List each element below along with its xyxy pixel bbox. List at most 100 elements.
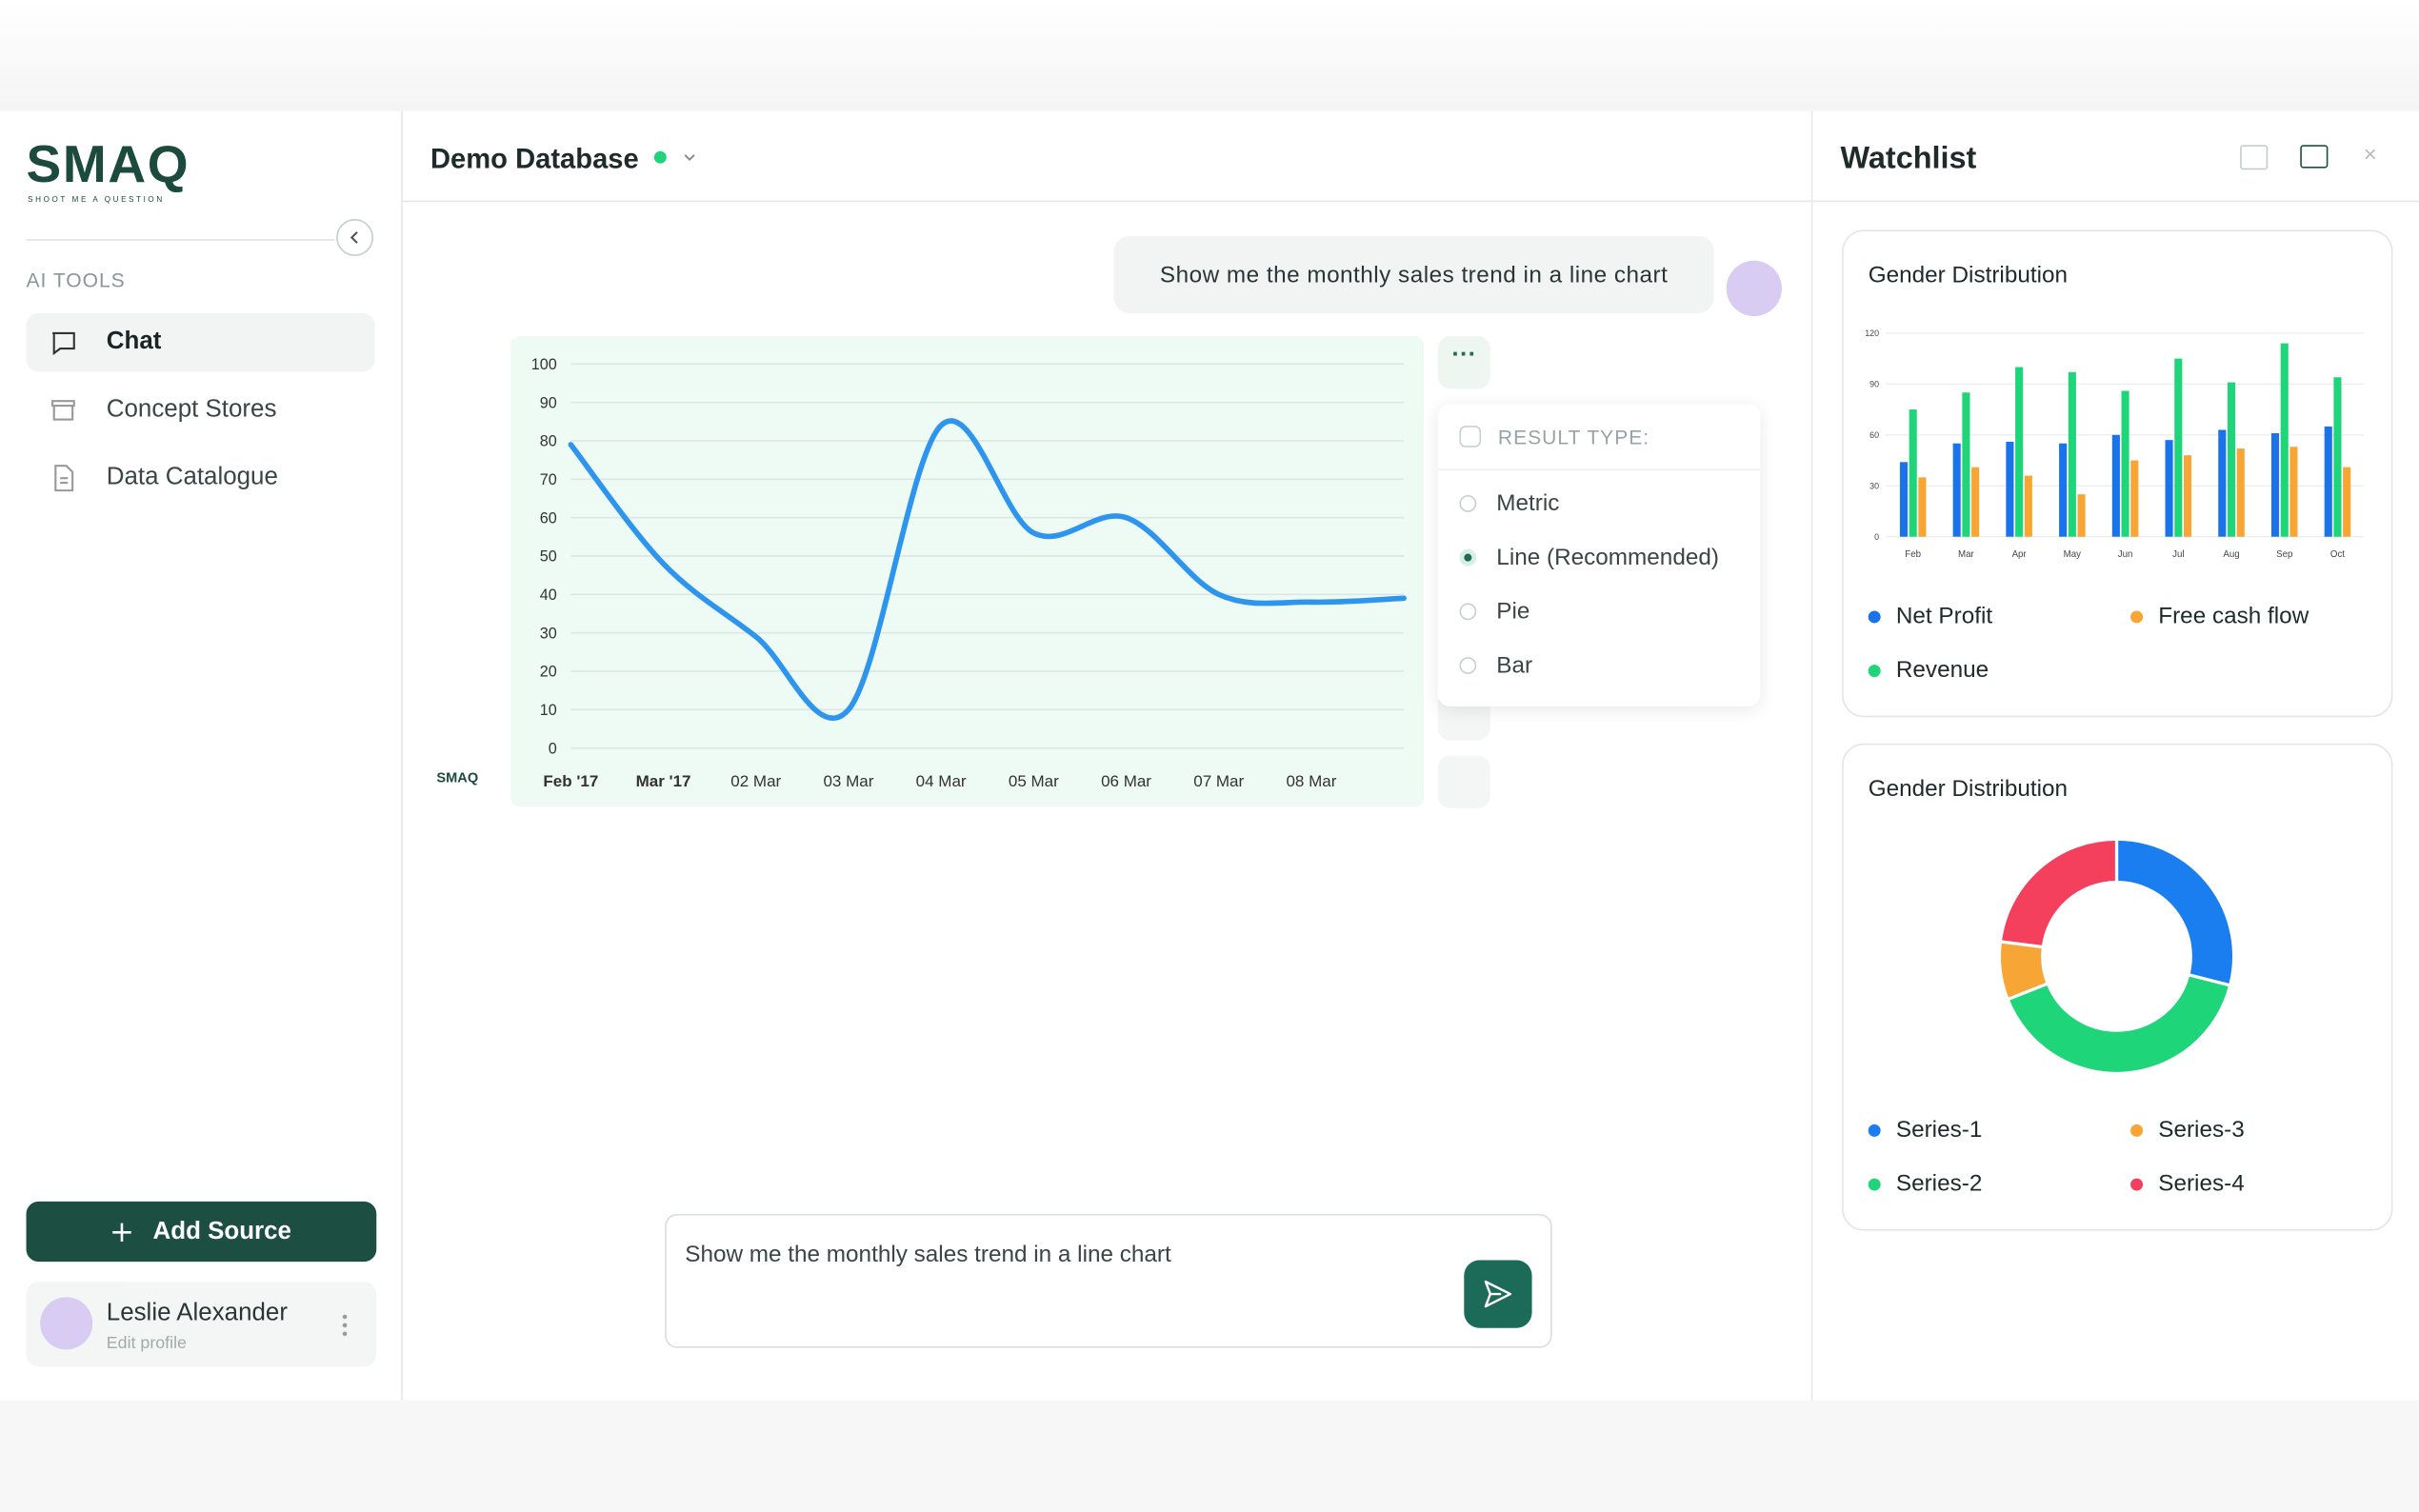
y-tick-label: 90 [540, 394, 557, 411]
donut-slice [1998, 837, 2119, 949]
donut-slice [2114, 837, 2236, 987]
menu-dots[interactable] [342, 1312, 348, 1338]
y-tick-label: 120 [1865, 328, 1879, 338]
bar [2015, 367, 2024, 537]
result-option[interactable]: Bar [1459, 652, 1532, 679]
save-button[interactable] [1437, 755, 1490, 808]
x-tick-label: Aug [2223, 549, 2239, 560]
bot-label: SMAQ [436, 769, 479, 786]
watchlist-title: Watchlist [1840, 142, 1977, 176]
bar [2236, 448, 2245, 537]
button-label: Add Source [152, 1217, 291, 1244]
menu-title: RESULT TYPE: [1497, 426, 1650, 449]
bar-chart: 0 30 60 90 120 Feb Mar Apr May Jun Jul Aug Sep Oct [1865, 328, 2364, 560]
x-tick-label: 06 Mar [1101, 772, 1151, 790]
legend-item: Net Profit [1868, 589, 2130, 644]
bar [2183, 455, 2192, 537]
bar [1971, 467, 1980, 537]
expand-button[interactable] [2240, 145, 2269, 170]
icon-shape [52, 331, 75, 356]
collapse-button[interactable] [336, 219, 374, 256]
nav-item[interactable]: Concept Stores [27, 381, 375, 440]
bar [1918, 477, 1927, 537]
legend-swatch [2130, 1177, 2144, 1190]
user-avatar [1726, 260, 1782, 317]
legend-item: Revenue [1868, 643, 2130, 697]
bar [2068, 371, 2076, 537]
pip-button[interactable] [2300, 145, 2329, 169]
result-menu: RESULT TYPE: Metric Line (Recommended) Pie… [1437, 404, 1761, 706]
legend-label: Series-3 [2158, 1116, 2245, 1144]
user-card[interactable]: Leslie Alexander Edit profile [26, 1282, 377, 1367]
legend: Series-1 Series-2 Series-3 Series-4 [1868, 1103, 2393, 1211]
bar [2218, 429, 2227, 537]
bar [2174, 358, 2183, 537]
legend: Net Profit Revenue Free cash flow [1868, 589, 2393, 697]
watch-card: Gender Distribution Series-1 Series-2 Seri… [1842, 743, 2393, 1231]
nav-label: Chat [106, 328, 162, 355]
x-tick-label: Feb '17 [543, 772, 598, 790]
more-button[interactable]: ··· [1437, 336, 1490, 389]
nav-icon [52, 331, 75, 356]
bar [2333, 377, 2342, 537]
logo: SMAQ [26, 135, 190, 195]
y-tick-label: 30 [540, 625, 557, 642]
option-label: Metric [1496, 490, 1560, 517]
card-title: Gender Distribution [1868, 775, 2069, 803]
radio [1459, 603, 1477, 621]
y-tick-label: 40 [540, 587, 557, 604]
watchlist-panel: Watchlist × Gender Distribution Net Prof… [1812, 111, 2419, 1401]
nav-icon [54, 465, 74, 492]
bar [2324, 426, 2332, 537]
radio [1459, 494, 1477, 512]
bar [2343, 467, 2351, 537]
legend-swatch [1868, 664, 1881, 677]
result-option[interactable]: Metric [1459, 490, 1559, 517]
bar [2077, 494, 2086, 537]
divider [1812, 200, 2419, 203]
x-tick-label: Apr [2012, 549, 2028, 560]
dropdown-icon[interactable] [682, 149, 697, 165]
bar [2121, 390, 2129, 537]
user-name: Leslie Alexander [106, 1300, 288, 1327]
menu-icon [1459, 426, 1482, 448]
x-tick-label: 05 Mar [1009, 772, 1059, 790]
x-tick-label: 07 Mar [1193, 772, 1244, 790]
icon-shape [54, 465, 74, 492]
result-option[interactable]: Line (Recommended) [1459, 545, 1719, 570]
y-tick-label: 50 [540, 548, 557, 566]
avatar [40, 1297, 93, 1350]
legend-item: Series-4 [2130, 1157, 2392, 1211]
result-option[interactable]: Pie [1459, 599, 1529, 625]
edit-profile[interactable]: Edit profile [106, 1334, 187, 1353]
legend-item: Free cash flow [2130, 589, 2392, 644]
chat-panel: Demo Database Show me the monthly sales … [402, 110, 1813, 1401]
x-tick-label: May [2064, 549, 2081, 560]
status-dot [653, 150, 667, 164]
bar [2289, 447, 2298, 537]
top-backdrop [0, 0, 2419, 111]
legend-swatch [1868, 1177, 1881, 1190]
option-label: Bar [1496, 652, 1533, 679]
y-tick-label: 0 [549, 740, 557, 757]
chat-input[interactable]: Show me the monthly sales trend in a lin… [665, 1213, 1552, 1348]
nav-item[interactable]: Data Catalogue [27, 448, 375, 507]
database-title[interactable]: Demo Database [430, 143, 639, 175]
bar [1952, 443, 1961, 537]
sidebar: SMAQ SHOOT ME A QUESTION AI TOOLS Chat Co… [0, 110, 403, 1401]
y-tick-label: 80 [540, 433, 557, 450]
x-tick-label: 04 Mar [916, 772, 967, 790]
legend-label: Series-4 [2158, 1170, 2245, 1198]
bar [2270, 433, 2280, 537]
nav-item[interactable]: Chat [26, 312, 375, 372]
tagline: SHOOT ME A QUESTION [28, 195, 165, 206]
close-button[interactable]: × [2363, 142, 2377, 169]
nav-label: Data Catalogue [106, 464, 278, 491]
add-source-button[interactable]: Add Source [26, 1201, 377, 1263]
bar [1909, 409, 1917, 537]
bar [2165, 440, 2173, 537]
send-button[interactable] [1464, 1260, 1532, 1328]
y-tick-label: 90 [1869, 380, 1879, 389]
